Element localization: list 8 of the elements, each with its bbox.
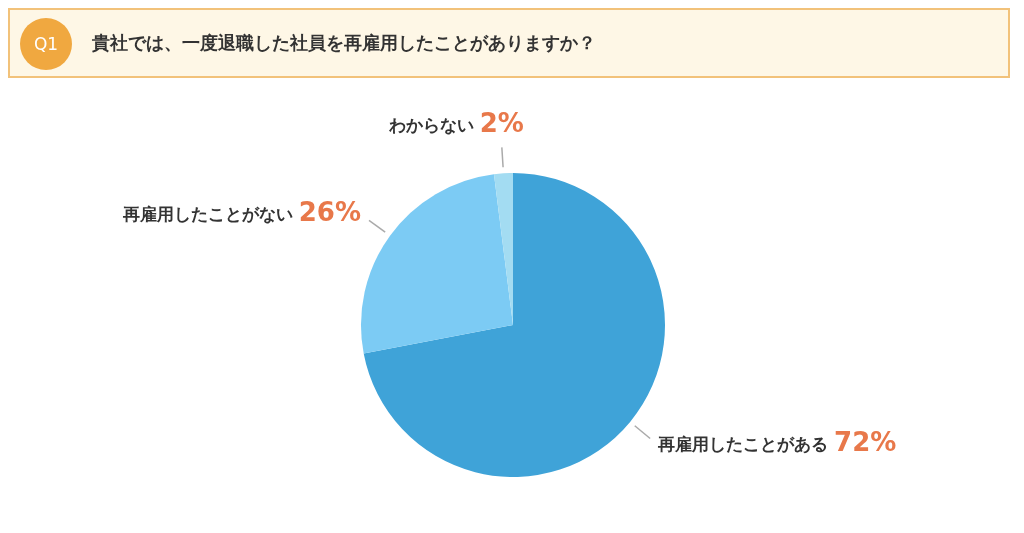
data-label: 26%: [298, 197, 361, 228]
slice-label: 再雇用したことがない: [121, 203, 293, 224]
slice-label: わからない: [387, 114, 474, 135]
text: Q1: [20, 18, 72, 70]
slice-label: 再雇用したことがある: [657, 433, 829, 454]
data-label: 2%: [479, 108, 524, 139]
data-label: 72%: [834, 427, 897, 458]
chart-title: 貴社では、一度退職した社員を再雇用したことがありますか？: [92, 31, 596, 55]
